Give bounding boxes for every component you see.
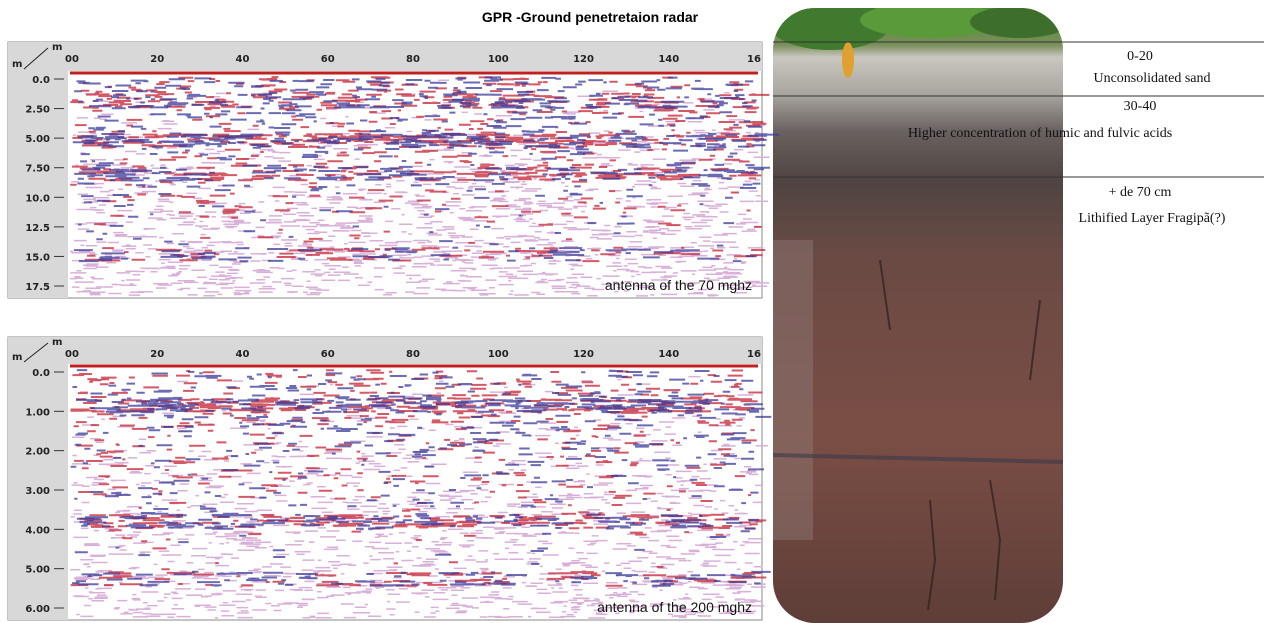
x-tick-label: 100	[488, 349, 509, 360]
caption: antenna of the 200 mghz	[597, 599, 752, 615]
axis-strip	[8, 337, 68, 620]
x-tick-label: 40	[236, 54, 250, 65]
y-tick-label: 4.00	[25, 525, 50, 536]
unit-y: m	[12, 352, 22, 363]
x-tick-label: 120	[573, 349, 594, 360]
y-tick-label: 1.00	[25, 407, 50, 418]
x-tick-label: 00	[65, 54, 79, 65]
layer-depth: + de 70 cm	[1109, 185, 1172, 200]
header-bar	[8, 337, 762, 364]
header-bar	[8, 42, 762, 71]
x-tick-label: 120	[573, 54, 594, 65]
title: GPR -Ground penetretaion radar	[482, 9, 699, 25]
x-tick-label: 16	[747, 349, 761, 360]
soil-photo	[770, 0, 1070, 623]
x-tick-label: 60	[321, 349, 335, 360]
y-tick-label: 0.0	[32, 75, 50, 86]
x-tick-label: 16	[747, 54, 761, 65]
x-tick-label: 20	[150, 349, 164, 360]
y-tick-label: 5.00	[25, 134, 50, 145]
x-tick-label: 140	[658, 349, 679, 360]
figure: GPR -Ground penetretaion radar 0-20 Uncon…	[0, 0, 1264, 623]
y-tick-label: 5.00	[25, 565, 50, 576]
layer-description: Higher concentration of humic and fulvic…	[908, 126, 1172, 141]
unit-y: m	[12, 59, 22, 70]
layer-depth: 0-20	[1127, 49, 1153, 64]
caption: antenna of the 70 mghz	[605, 277, 752, 293]
layer-description: Unconsolidated sand	[1093, 71, 1210, 86]
y-tick-label: 2.00	[25, 447, 50, 458]
y-tick-label: 12.5	[25, 223, 50, 234]
unit-x: m	[52, 42, 62, 53]
x-tick-label: 40	[236, 349, 250, 360]
y-tick-label: 7.50	[25, 164, 50, 175]
layer-description: Lithified Layer Fragipã(?)	[1079, 211, 1226, 226]
unit-x: m	[52, 337, 62, 348]
x-tick-label: 140	[658, 54, 679, 65]
y-tick-label: 2.50	[25, 105, 50, 116]
y-tick-label: 10.0	[25, 193, 50, 204]
x-tick-label: 80	[406, 349, 420, 360]
x-tick-label: 60	[321, 54, 335, 65]
layer-depth: 30-40	[1124, 99, 1157, 114]
x-tick-label: 100	[488, 54, 509, 65]
x-tick-label: 80	[406, 54, 420, 65]
x-tick-label: 00	[65, 349, 79, 360]
y-tick-label: 15.0	[25, 252, 50, 263]
y-tick-label: 0.0	[32, 368, 50, 379]
x-tick-label: 20	[150, 54, 164, 65]
y-tick-label: 3.00	[25, 486, 50, 497]
y-tick-label: 17.5	[25, 282, 50, 293]
y-tick-label: 6.00	[25, 604, 50, 615]
